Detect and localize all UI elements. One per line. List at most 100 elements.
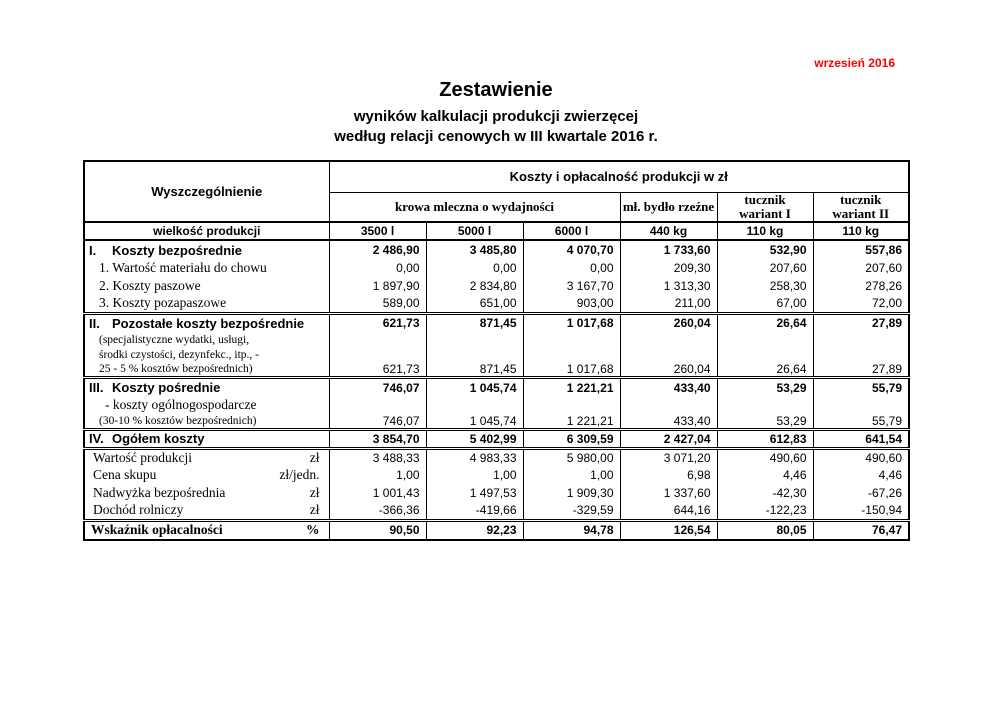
row-value: 207,60 <box>716 259 813 277</box>
row-value <box>328 347 426 362</box>
row-value: 612,83 <box>716 427 813 448</box>
row-value: 76,47 <box>812 518 909 540</box>
row-value: 209,30 <box>619 259 717 277</box>
row-label-text: Wartość produkcji <box>93 449 193 465</box>
row-label: 25 - 5 % kosztów bezpośrednich) <box>83 362 329 378</box>
row-value: 1 897,90 <box>328 277 426 295</box>
table-row: IV. Ogółem koszty 3 854,70 5 402,99 6 309… <box>83 427 909 448</box>
date-note: wrzesień 2016 <box>814 56 895 70</box>
header-group-bydlo-rzezne: mł. bydło rzeźne <box>619 192 717 223</box>
header-group-tucznik-2-line2: wariant II <box>832 205 890 221</box>
row-value: 26,64 <box>716 362 813 378</box>
row-value: 126,54 <box>619 518 717 540</box>
row-value: 1 733,60 <box>619 240 717 259</box>
doc-subtitle-line2: według relacji cenowych w III kwartale 2… <box>334 128 658 145</box>
table-row: Nadwyżka bezpośrednia zł 1 001,43 1 497,5… <box>83 484 909 502</box>
row-value: 92,23 <box>425 518 523 540</box>
row-unit: zł/jedn. <box>279 467 320 482</box>
production-size-value: 6000 l <box>522 222 620 241</box>
row-value: 490,60 <box>812 446 909 466</box>
row-unit: % <box>306 522 320 538</box>
header-group-tucznik-1-line2: wariant I <box>739 205 791 221</box>
row-label-text: Dochód rolniczy <box>93 502 184 518</box>
row-label: I. Koszty bezpośrednie <box>83 240 329 259</box>
row-value: 4,46 <box>716 466 813 484</box>
row-value: 3 167,70 <box>522 277 620 295</box>
row-label: (30-10 % kosztów bezpośrednich) <box>83 413 329 429</box>
row-value: 53,29 <box>716 413 813 429</box>
row-value: 1,00 <box>328 466 426 484</box>
row-label: 3. Koszty pozapaszowe <box>83 295 329 313</box>
row-value: 4 983,33 <box>425 446 523 466</box>
row-label: Dochód rolniczy zł <box>83 502 329 520</box>
row-value <box>328 396 426 414</box>
header-group-tucznik-1-line1: tucznik <box>744 192 786 207</box>
row-unit: zł <box>309 485 320 500</box>
production-size-row: wielkość produkcji 3500 l 5000 l 6000 l … <box>83 222 909 241</box>
row-value: -419,66 <box>425 502 523 520</box>
row-value: 72,00 <box>812 295 909 313</box>
row-value: 260,04 <box>619 362 717 378</box>
table-row: środki czystości, dezynfekc., itp., - <box>83 347 909 362</box>
row-label: IV. Ogółem koszty <box>83 427 329 448</box>
row-value: 27,89 <box>812 362 909 378</box>
table-row: III. Koszty pośrednie 746,07 1 045,74 1 2… <box>83 376 909 397</box>
header-row-2: krowa mleczna o wydajności mł. bydło rze… <box>84 192 909 223</box>
row-label: Cena skupu zł/jedn. <box>83 466 329 484</box>
row-value: 211,00 <box>619 295 717 313</box>
row-value: 6 309,59 <box>522 427 620 448</box>
row-value <box>425 396 523 414</box>
header-group-tucznik-1: tucznik wariant I <box>716 192 813 223</box>
row-value: 5 402,99 <box>425 427 523 448</box>
row-label-text: Koszty pośrednie <box>112 380 221 396</box>
production-size-value: 3500 l <box>328 222 426 241</box>
doc-subtitle-line1: wyników kalkulacji produkcji zwierzęcej <box>353 108 639 125</box>
row-value <box>812 332 909 347</box>
row-value: 3 485,80 <box>425 240 523 259</box>
row-value <box>522 347 620 362</box>
table-row: Cena skupu zł/jedn. 1,00 1,00 1,00 6,98 4… <box>83 466 909 484</box>
header-wyszczegolnienie: Wyszczególnienie <box>83 161 329 223</box>
row-value: 2 834,80 <box>425 277 523 295</box>
row-value: 90,50 <box>328 518 426 540</box>
row-value <box>425 347 523 362</box>
row-value: 433,40 <box>619 376 717 397</box>
doc-title: Zestawienie <box>439 79 553 101</box>
row-value: 621,73 <box>328 311 426 332</box>
row-label: Wartość produkcji zł <box>83 446 329 466</box>
row-value: 4 070,70 <box>522 240 620 259</box>
row-label: III. Koszty pośrednie <box>83 376 329 397</box>
row-value: 490,60 <box>716 446 813 466</box>
header-row-1: Wyszczególnienie Koszty i opłacalność pr… <box>83 161 909 223</box>
row-value: 589,00 <box>328 295 426 313</box>
row-numeral: IV. <box>89 431 104 446</box>
row-value: 207,60 <box>812 259 909 277</box>
row-label: 1. Wartość materiału do chowu <box>83 259 329 277</box>
header-group-tucznik-2: tucznik wariant II <box>812 192 909 223</box>
row-value: 53,29 <box>716 376 813 397</box>
row-label-text: Cena skupu <box>93 467 157 482</box>
row-value: 1 017,68 <box>522 362 620 378</box>
row-value: 651,00 <box>425 295 523 313</box>
row-unit: zł <box>309 449 320 465</box>
row-value: 1 017,68 <box>522 311 620 332</box>
row-value: 1 045,74 <box>425 376 523 397</box>
row-value: 3 071,20 <box>619 446 717 466</box>
row-value: 0,00 <box>328 259 426 277</box>
row-label-text: Ogółem koszty <box>112 431 205 446</box>
row-value: 1,00 <box>425 466 523 484</box>
row-value: 27,89 <box>812 311 909 332</box>
row-value <box>619 347 717 362</box>
row-label-text: Nadwyżka bezpośrednia <box>93 485 226 500</box>
row-value: 433,40 <box>619 413 717 429</box>
row-value <box>328 332 426 347</box>
row-value: -42,30 <box>716 484 813 502</box>
row-value: 0,00 <box>522 259 620 277</box>
row-value: 532,90 <box>716 240 813 259</box>
row-value: 644,16 <box>619 502 717 520</box>
production-size-value: 440 kg <box>619 222 717 241</box>
row-value: 26,64 <box>716 311 813 332</box>
row-value: 621,73 <box>328 362 426 378</box>
row-value <box>812 347 909 362</box>
table-row: 2. Koszty paszowe 1 897,90 2 834,80 3 16… <box>83 277 909 295</box>
